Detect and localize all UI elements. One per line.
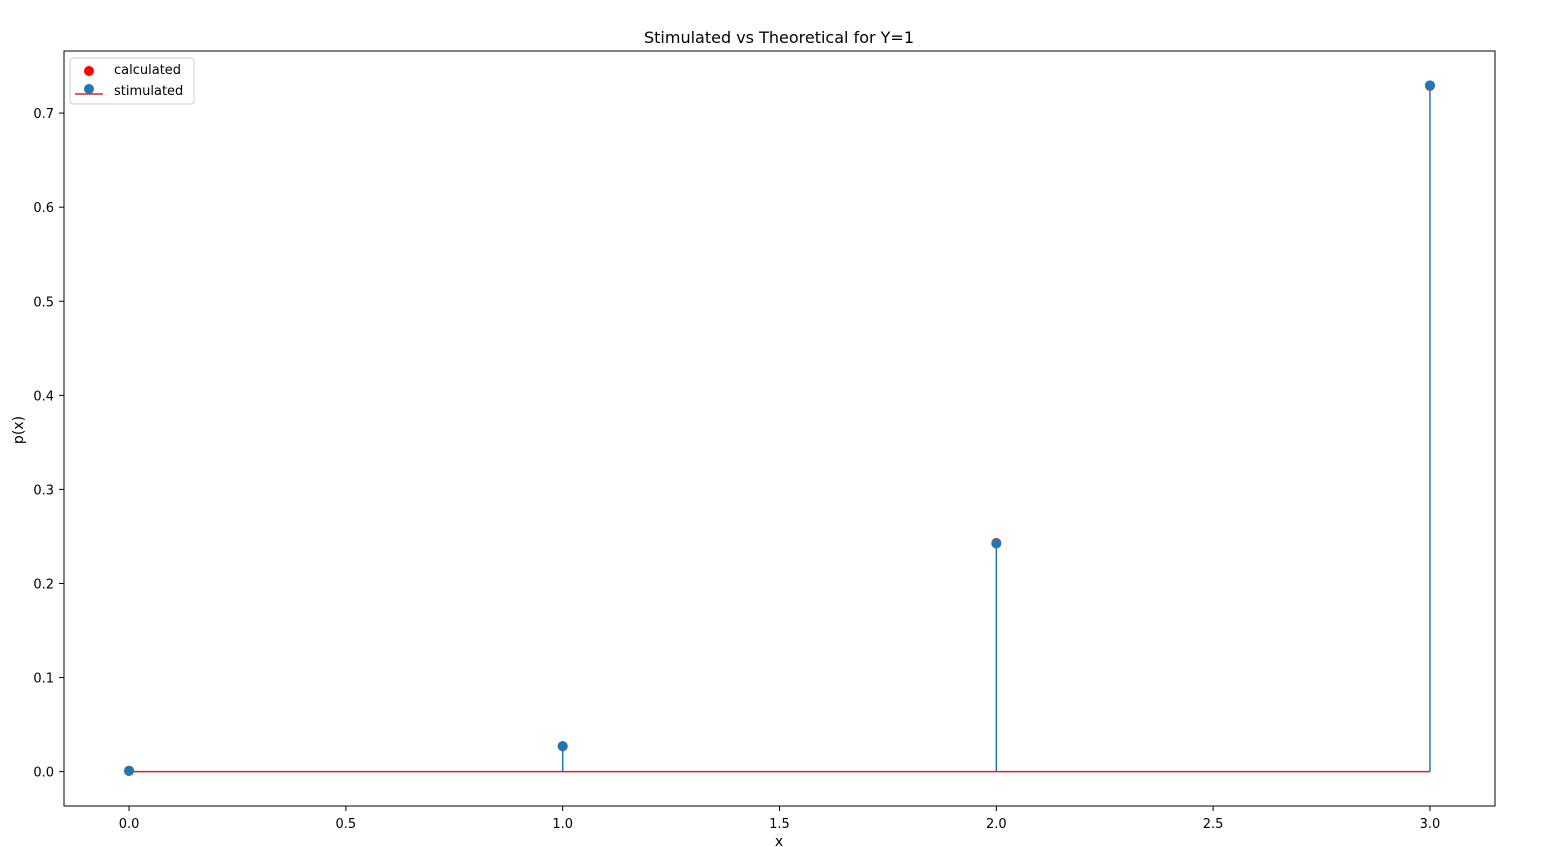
legend-box <box>69 57 195 105</box>
legend-marker-stimulated <box>84 84 94 94</box>
stimulated-marker <box>1424 80 1435 91</box>
y-tick-label: 0.7 <box>33 107 54 122</box>
x-tick-label: 1.0 <box>552 817 573 832</box>
y-axis-label: p(x) <box>11 416 27 444</box>
y-tick-label: 0.2 <box>33 577 54 592</box>
x-axis: 0.0 0.5 1.0 1.5 2.0 2.5 3.0 <box>119 806 1441 832</box>
y-tick-label: 0.6 <box>33 201 54 216</box>
x-tick-label: 2.5 <box>1203 817 1224 832</box>
y-tick-label: 0.0 <box>33 766 54 781</box>
x-tick-label: 2.0 <box>986 817 1007 832</box>
axes-frame <box>63 50 1496 807</box>
y-tick-label: 0.5 <box>33 295 54 310</box>
legend: calculated stimulated <box>69 57 195 105</box>
stimulated-marker <box>124 765 135 776</box>
y-axis: 0.0 0.1 0.2 0.3 0.4 0.5 0.6 0.7 <box>33 107 64 781</box>
chart-title: Stimulated vs Theoretical for Y=1 <box>644 28 914 47</box>
stimulated-marker <box>557 741 568 752</box>
legend-label-calculated: calculated <box>114 63 181 78</box>
legend-marker-calculated <box>84 66 94 76</box>
y-tick-label: 0.1 <box>33 672 54 687</box>
stimulated-marker <box>991 538 1002 549</box>
y-tick-label: 0.4 <box>33 389 54 404</box>
plot-area <box>124 80 1435 776</box>
x-tick-label: 3.0 <box>1420 817 1441 832</box>
x-axis-label: x <box>775 834 783 847</box>
x-tick-label: 0.5 <box>336 817 357 832</box>
legend-label-stimulated: stimulated <box>114 84 183 99</box>
x-tick-label: 1.5 <box>769 817 790 832</box>
x-tick-label: 0.0 <box>119 817 140 832</box>
y-tick-label: 0.3 <box>33 483 54 498</box>
